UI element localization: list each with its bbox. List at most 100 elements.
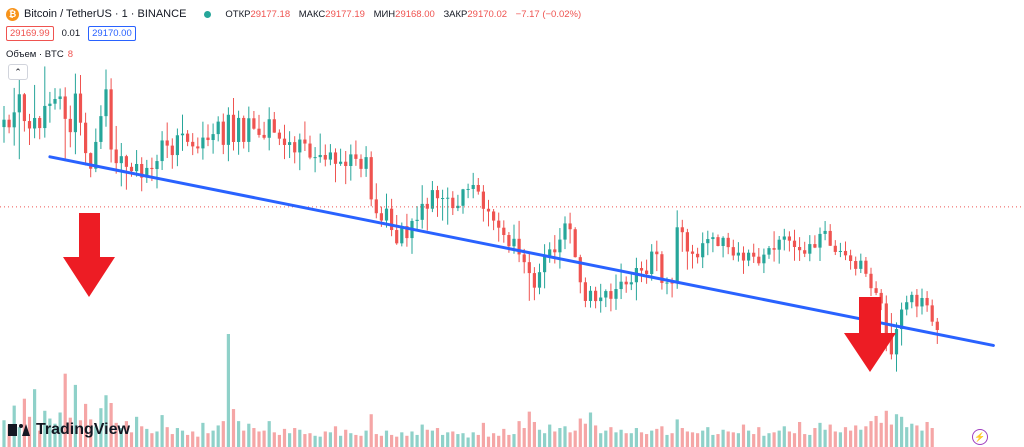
volume-bar [609,427,613,447]
candle [191,133,195,156]
volume-bar [456,434,460,447]
volume-bar [828,424,832,447]
collapse-legend-button[interactable]: ⌃ [8,64,28,80]
volume-bar [191,431,195,447]
candle [864,256,868,277]
candle [435,185,440,217]
volume-bar [864,426,868,447]
volume-bar [578,418,582,447]
volume-bar [451,431,455,447]
volume-bar [859,429,863,447]
symbol-title[interactable]: Bitcoin / TetherUS · 1 · BINANCE [24,8,187,20]
candle [84,112,88,166]
volume-bar [639,432,644,447]
volume-bar [109,403,113,447]
candle [803,241,807,258]
volume-bar [145,428,149,447]
volume-bar [512,434,516,447]
volume-bar [155,431,159,447]
volume-bar [22,398,26,447]
candle [186,130,190,147]
candle [828,224,832,246]
candle [257,114,261,138]
tradingview-logo[interactable]: TradingView [8,421,130,439]
candle [782,228,786,251]
candle [451,191,455,216]
volume-bar [435,428,440,447]
volume-bar [696,433,700,447]
lightning-icon[interactable]: ⚡ [972,429,988,445]
candle [675,210,679,289]
candle [634,257,638,301]
volume-bar [262,430,266,447]
volume-bar [257,431,261,447]
volume-bar [384,430,389,447]
volume-bar [430,430,434,447]
candle [99,105,103,149]
candle [282,124,287,160]
candle [303,121,307,152]
candle [318,133,322,163]
volume-bar [747,430,751,447]
candle [787,231,791,252]
volume-bar [288,433,292,447]
volume-bar [237,421,241,447]
volume-bar [752,434,756,447]
candle [344,151,348,185]
volume-bar [129,432,134,447]
market-open-icon [204,10,212,18]
candle [339,148,343,166]
volume-bar [532,421,536,447]
candle [772,231,776,262]
candle [221,113,225,155]
volume-bar [323,431,327,447]
volume-bar [308,433,312,447]
candle [354,140,358,166]
candle [165,122,169,159]
sell-price-button[interactable]: 29169.99 [6,26,54,41]
volume-bar [690,432,695,447]
volume-bar [344,429,348,447]
candle [757,248,761,266]
candle [823,221,827,241]
volume-bar [476,434,480,447]
volume-bar [614,432,618,447]
volume-bar [889,424,893,447]
candle [583,277,587,308]
volume-bar [247,423,251,447]
candle [578,254,582,294]
candle [650,244,654,281]
volume-bar [43,410,47,447]
candle [298,133,302,171]
volume-bar [486,436,491,447]
brand-name: TradingView [36,421,130,438]
volume-bar [68,417,72,447]
volume-bar [165,427,169,447]
candle [364,146,368,177]
candle [196,137,200,154]
candle [604,289,608,308]
volume-bar [517,421,521,447]
volume-bar [410,431,414,447]
volume-bar [135,416,139,447]
volume-bar [180,430,185,447]
candle [425,197,429,231]
buy-price-button[interactable]: 29170.00 [88,26,136,41]
candle [211,123,215,154]
candle [38,115,42,140]
candle [308,135,312,160]
volume-bar [359,435,363,447]
volume-bar [175,428,179,447]
candle [568,212,572,244]
volume-bar [634,428,638,447]
volume-bar [849,430,853,447]
candle [384,193,389,228]
volume-bar [471,432,475,447]
candle [170,138,174,169]
spread-value: 0.01 [61,28,81,39]
volume-bar [328,432,332,447]
candle [792,229,797,261]
volume-bar [879,422,883,447]
trendline[interactable] [48,155,995,347]
